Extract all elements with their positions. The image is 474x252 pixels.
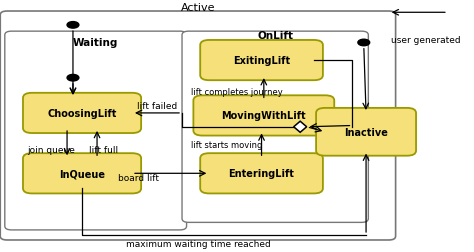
Text: user generated: user generated: [391, 36, 461, 45]
Text: lift starts moving: lift starts moving: [191, 140, 263, 149]
FancyBboxPatch shape: [23, 93, 141, 134]
Text: lift failed: lift failed: [137, 102, 177, 110]
FancyBboxPatch shape: [200, 41, 323, 81]
Text: InQueue: InQueue: [59, 169, 105, 179]
Text: lift completes journey: lift completes journey: [191, 88, 283, 97]
Text: OnLift: OnLift: [257, 31, 293, 41]
FancyBboxPatch shape: [200, 153, 323, 194]
Circle shape: [358, 40, 370, 47]
FancyBboxPatch shape: [316, 108, 416, 156]
Text: Active: Active: [181, 3, 215, 13]
FancyBboxPatch shape: [23, 153, 141, 194]
Polygon shape: [294, 122, 307, 133]
Text: board lift: board lift: [118, 173, 159, 182]
FancyBboxPatch shape: [0, 12, 396, 240]
Text: maximum waiting time reached: maximum waiting time reached: [126, 239, 270, 248]
Circle shape: [67, 75, 79, 82]
Circle shape: [67, 22, 79, 29]
Text: MovingWithLift: MovingWithLift: [221, 111, 306, 121]
Text: EnteringLift: EnteringLift: [228, 169, 294, 179]
FancyBboxPatch shape: [193, 96, 334, 136]
Text: Waiting: Waiting: [73, 38, 118, 48]
Text: Inactive: Inactive: [344, 127, 388, 137]
Text: join queue: join queue: [27, 145, 75, 154]
FancyBboxPatch shape: [5, 32, 187, 230]
Text: ChoosingLift: ChoosingLift: [47, 109, 117, 118]
FancyBboxPatch shape: [182, 32, 368, 223]
Text: lift full: lift full: [89, 145, 118, 154]
Text: ExitingLift: ExitingLift: [233, 56, 290, 66]
